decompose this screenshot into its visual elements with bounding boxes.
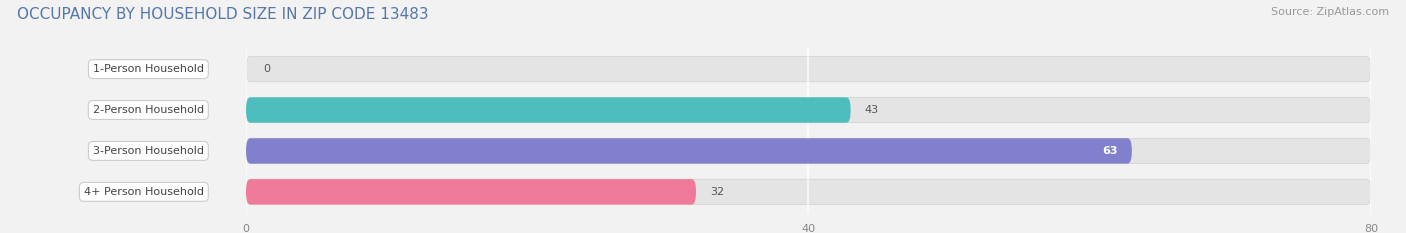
Text: 63: 63 <box>1102 146 1118 156</box>
FancyBboxPatch shape <box>246 56 1371 82</box>
FancyBboxPatch shape <box>246 179 1371 205</box>
FancyBboxPatch shape <box>246 97 1371 123</box>
FancyBboxPatch shape <box>246 138 1371 164</box>
Text: 4+ Person Household: 4+ Person Household <box>84 187 204 197</box>
Text: 43: 43 <box>865 105 879 115</box>
Text: Source: ZipAtlas.com: Source: ZipAtlas.com <box>1271 7 1389 17</box>
FancyBboxPatch shape <box>246 97 851 123</box>
Text: 32: 32 <box>710 187 724 197</box>
Text: OCCUPANCY BY HOUSEHOLD SIZE IN ZIP CODE 13483: OCCUPANCY BY HOUSEHOLD SIZE IN ZIP CODE … <box>17 7 429 22</box>
FancyBboxPatch shape <box>246 138 1132 164</box>
Text: 3-Person Household: 3-Person Household <box>93 146 204 156</box>
Text: 0: 0 <box>263 64 270 74</box>
Text: 2-Person Household: 2-Person Household <box>93 105 204 115</box>
FancyBboxPatch shape <box>246 179 696 205</box>
Text: 1-Person Household: 1-Person Household <box>93 64 204 74</box>
